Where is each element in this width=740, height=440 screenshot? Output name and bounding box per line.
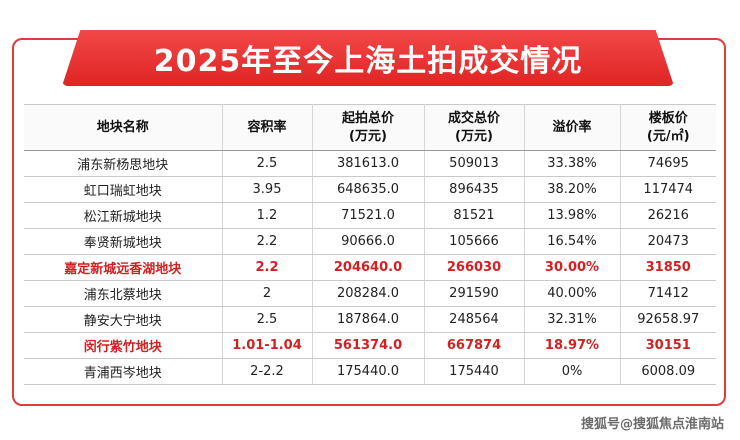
table-row: 闵行紫竹地块 1.01-1.04 561374.0 667874 18.97% 30151 (24, 332, 716, 359)
cell-plot-ratio: 3.95 (222, 176, 313, 203)
table-row: 青浦西岑地块 2-2.2 175440.0 175440 0% 6008.09 (24, 358, 716, 385)
cell-deal-price: 896435 (424, 176, 525, 203)
header-deal-price: 成交总价 (万元) (424, 104, 525, 151)
cell-plot-ratio: 2.2 (222, 228, 313, 255)
cell-premium-rate: 32.31% (524, 306, 621, 333)
cell-premium-rate: 0% (524, 358, 621, 385)
cell-floor-price: 92658.97 (620, 306, 716, 333)
cell-starting-price: 175440.0 (312, 358, 425, 385)
cell-deal-price: 667874 (424, 332, 525, 359)
cell-floor-price: 31850 (620, 254, 716, 281)
cell-plot-name: 青浦西岑地块 (24, 358, 223, 385)
cell-deal-price: 266030 (424, 254, 525, 281)
table-row: 浦东新杨思地块 2.5 381613.0 509013 33.38% 74695 (24, 150, 716, 177)
header-plot-name: 地块名称 (24, 104, 223, 151)
cell-plot-name: 松江新城地块 (24, 202, 223, 229)
cell-plot-ratio: 2 (222, 280, 313, 307)
table-row: 奉贤新城地块 2.2 90666.0 105666 16.54% 20473 (24, 228, 716, 255)
cell-plot-ratio: 2.2 (222, 254, 313, 281)
table-row: 松江新城地块 1.2 71521.0 81521 13.98% 26216 (24, 202, 716, 229)
cell-deal-price: 175440 (424, 358, 525, 385)
cell-plot-name: 浦东北蔡地块 (24, 280, 223, 307)
land-auction-table: 地块名称 容积率 起拍总价 (万元) 成交总价 (万元) 溢价率 楼板价 (元/㎡) … (24, 104, 716, 385)
cell-deal-price: 81521 (424, 202, 525, 229)
cell-premium-rate: 33.38% (524, 150, 621, 177)
cell-floor-price: 20473 (620, 228, 716, 255)
header-premium-rate: 溢价率 (524, 104, 621, 151)
cell-plot-name: 奉贤新城地块 (24, 228, 223, 255)
cell-premium-rate: 16.54% (524, 228, 621, 255)
table-row: 嘉定新城远香湖地块 2.2 204640.0 266030 30.00% 31850 (24, 254, 716, 281)
table-row: 浦东北蔡地块 2 208284.0 291590 40.00% 71412 (24, 280, 716, 307)
cell-plot-name: 嘉定新城远香湖地块 (24, 254, 223, 281)
cell-premium-rate: 40.00% (524, 280, 621, 307)
cell-floor-price: 71412 (620, 280, 716, 307)
header-starting-price: 起拍总价 (万元) (312, 104, 425, 151)
cell-plot-ratio: 2.5 (222, 306, 313, 333)
cell-starting-price: 561374.0 (312, 332, 425, 359)
cell-starting-price: 187864.0 (312, 306, 425, 333)
cell-plot-ratio: 2-2.2 (222, 358, 313, 385)
table-row: 静安大宁地块 2.5 187864.0 248564 32.31% 92658.97 (24, 306, 716, 333)
cell-floor-price: 117474 (620, 176, 716, 203)
title-banner: 2025年至今上海土拍成交情况 (62, 30, 674, 86)
cell-deal-price: 291590 (424, 280, 525, 307)
header-plot-ratio: 容积率 (222, 104, 313, 151)
cell-premium-rate: 30.00% (524, 254, 621, 281)
table-row: 虹口瑞虹地块 3.95 648635.0 896435 38.20% 117474 (24, 176, 716, 203)
cell-floor-price: 26216 (620, 202, 716, 229)
cell-plot-name: 静安大宁地块 (24, 306, 223, 333)
cell-plot-name: 闵行紫竹地块 (24, 332, 223, 359)
cell-floor-price: 74695 (620, 150, 716, 177)
cell-floor-price: 6008.09 (620, 358, 716, 385)
cell-premium-rate: 18.97% (524, 332, 621, 359)
cell-plot-name: 浦东新杨思地块 (24, 150, 223, 177)
cell-plot-ratio: 1.2 (222, 202, 313, 229)
table-header-row: 地块名称 容积率 起拍总价 (万元) 成交总价 (万元) 溢价率 楼板价 (元/㎡) (24, 104, 716, 151)
cell-plot-ratio: 2.5 (222, 150, 313, 177)
header-floor-price: 楼板价 (元/㎡) (620, 104, 716, 151)
cell-premium-rate: 13.98% (524, 202, 621, 229)
cell-starting-price: 648635.0 (312, 176, 425, 203)
cell-floor-price: 30151 (620, 332, 716, 359)
cell-starting-price: 71521.0 (312, 202, 425, 229)
cell-deal-price: 248564 (424, 306, 525, 333)
cell-starting-price: 204640.0 (312, 254, 425, 281)
cell-deal-price: 105666 (424, 228, 525, 255)
auction-table-container: 地块名称 容积率 起拍总价 (万元) 成交总价 (万元) 溢价率 楼板价 (元/㎡) … (24, 104, 716, 385)
table-body: 浦东新杨思地块 2.5 381613.0 509013 33.38% 74695 虹口瑞虹地… (24, 150, 716, 385)
cell-starting-price: 90666.0 (312, 228, 425, 255)
watermark-text: 搜狐号@搜狐焦点淮南站 (580, 417, 724, 432)
cell-starting-price: 208284.0 (312, 280, 425, 307)
cell-premium-rate: 38.20% (524, 176, 621, 203)
cell-plot-ratio: 1.01-1.04 (222, 332, 313, 359)
page-title: 2025年至今上海土拍成交情况 (153, 44, 583, 79)
cell-starting-price: 381613.0 (312, 150, 425, 177)
cell-plot-name: 虹口瑞虹地块 (24, 176, 223, 203)
cell-deal-price: 509013 (424, 150, 525, 177)
